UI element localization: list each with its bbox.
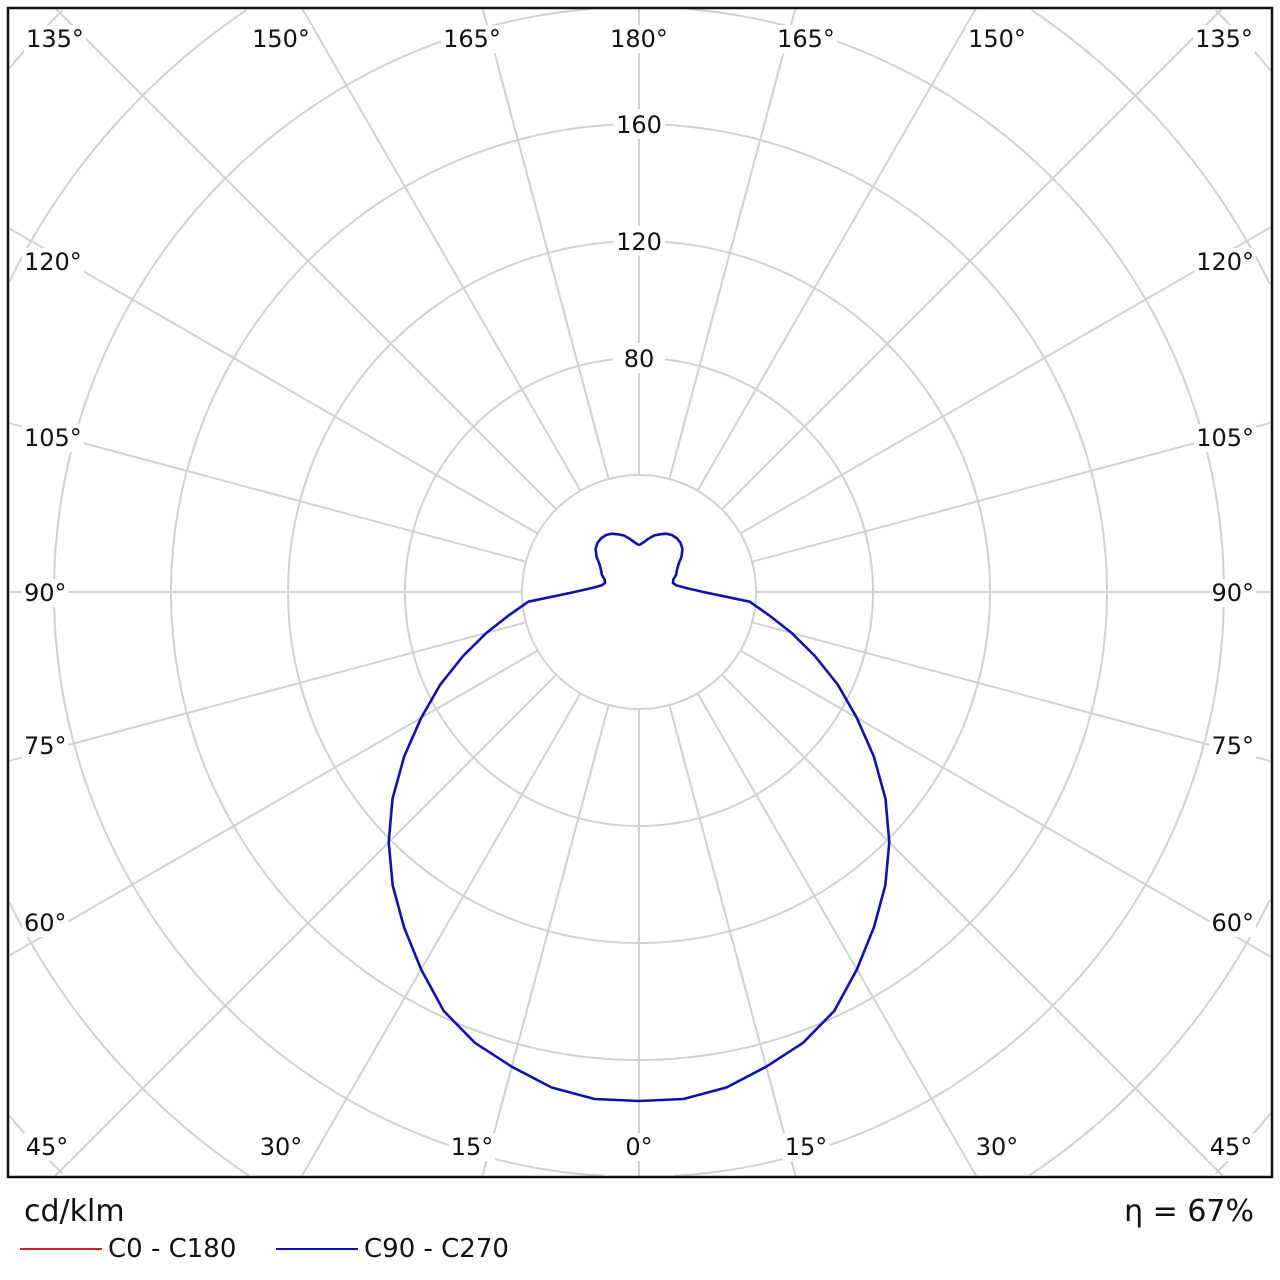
angle-label: 45° bbox=[26, 1133, 69, 1161]
legend-item-c0-c180: C0 - C180 bbox=[20, 1234, 236, 1264]
angle-label-bg bbox=[973, 1133, 1021, 1161]
angle-label: 90° bbox=[24, 579, 67, 607]
spoke bbox=[8, 422, 527, 563]
angle-label: 105° bbox=[24, 424, 82, 452]
angle-label: 135° bbox=[1195, 25, 1253, 53]
angle-label-bg bbox=[257, 1133, 305, 1161]
angle-label-bg bbox=[775, 25, 837, 53]
spoke bbox=[696, 692, 978, 1177]
plot-frame bbox=[6, 6, 1274, 1179]
ring-labels: 80 120 160 bbox=[613, 109, 665, 373]
angle-label: 30° bbox=[260, 1133, 303, 1161]
series-line-1 bbox=[387, 532, 891, 1103]
angle-label: 135° bbox=[26, 25, 84, 53]
spoke bbox=[481, 8, 610, 480]
angle-label: 180° bbox=[610, 25, 668, 53]
ring-label: 120 bbox=[616, 228, 662, 256]
ring-label-bg bbox=[613, 226, 665, 256]
spoke bbox=[481, 704, 610, 1177]
spoke bbox=[54, 673, 558, 1177]
angle-label-bg bbox=[24, 25, 86, 53]
angle-label-bg bbox=[441, 25, 503, 53]
legend-label: C0 - C180 bbox=[108, 1234, 237, 1264]
unit-label: cd/klm bbox=[24, 1194, 125, 1229]
angle-label-bg bbox=[23, 1133, 71, 1161]
spoke bbox=[668, 8, 797, 480]
spoke bbox=[739, 649, 1272, 958]
angle-label: 165° bbox=[443, 25, 501, 53]
angle-label: 120° bbox=[1196, 248, 1254, 276]
angle-label: 45° bbox=[1210, 1133, 1253, 1161]
angle-label-bg bbox=[250, 25, 312, 53]
spoke bbox=[301, 8, 582, 492]
angle-label-bg bbox=[1209, 732, 1256, 760]
angle-label-bg bbox=[22, 248, 84, 276]
angle-label: 90° bbox=[1211, 579, 1254, 607]
angle-label-bg bbox=[1207, 1133, 1255, 1161]
spoke bbox=[8, 227, 539, 535]
spoke bbox=[739, 226, 1272, 535]
curves bbox=[387, 532, 891, 1103]
ring-label-bg bbox=[613, 343, 665, 373]
angle-label: 150° bbox=[252, 25, 310, 53]
ring-label: 160 bbox=[616, 111, 662, 139]
ring-240 bbox=[8, 9, 1271, 1177]
spoke bbox=[8, 621, 527, 762]
spoke bbox=[55, 8, 558, 511]
angle-label: 120° bbox=[24, 248, 82, 276]
angle-label: 60° bbox=[1211, 909, 1254, 937]
angle-label-bg bbox=[966, 25, 1028, 53]
angle-label-bg bbox=[623, 1133, 655, 1161]
angle-label: 0° bbox=[625, 1133, 652, 1161]
angle-label-bg bbox=[1209, 579, 1256, 607]
legend-item-c90-c270: C90 - C270 bbox=[276, 1234, 509, 1264]
spoke bbox=[751, 621, 1272, 763]
angle-label: 15° bbox=[785, 1133, 828, 1161]
angle-label-bg bbox=[22, 579, 69, 607]
legend-label: C90 - C270 bbox=[364, 1234, 509, 1264]
angle-labels: 135° 150° 165° 180° 165° 150° 135° 45° 30° 15° 0° 1… bbox=[22, 25, 1256, 1161]
angle-label: 75° bbox=[1211, 732, 1254, 760]
legend-swatch-red bbox=[20, 1248, 102, 1250]
angle-label-bg bbox=[608, 25, 670, 53]
angle-label: 165° bbox=[777, 25, 835, 53]
ring-label: 80 bbox=[624, 345, 655, 373]
angle-label-bg bbox=[1194, 424, 1256, 452]
angle-label-bg bbox=[22, 909, 69, 937]
angle-label-bg bbox=[782, 1133, 830, 1161]
spoke bbox=[668, 704, 797, 1177]
angle-label: 15° bbox=[451, 1133, 494, 1161]
angle-label-bg bbox=[448, 1133, 496, 1161]
angle-label: 30° bbox=[976, 1133, 1019, 1161]
angle-label: 150° bbox=[968, 25, 1026, 53]
angle-label: 60° bbox=[24, 909, 67, 937]
angle-label-bg bbox=[22, 424, 84, 452]
angle-label-bg bbox=[1194, 248, 1256, 276]
spoke bbox=[720, 673, 1224, 1177]
grid bbox=[8, 8, 1272, 1177]
angle-label-bg bbox=[22, 732, 69, 760]
spoke bbox=[8, 649, 539, 957]
ring-40 bbox=[521, 474, 757, 710]
efficiency-label: η = 67% bbox=[1124, 1194, 1254, 1229]
angle-label: 105° bbox=[1196, 424, 1254, 452]
angle-label-bg bbox=[1209, 909, 1256, 937]
spoke bbox=[751, 421, 1272, 563]
spoke bbox=[300, 692, 582, 1177]
legend-swatch-blue bbox=[276, 1248, 358, 1250]
spoke bbox=[720, 8, 1223, 511]
angle-label: 75° bbox=[24, 732, 67, 760]
spoke bbox=[696, 8, 977, 492]
angle-label-bg bbox=[1193, 25, 1255, 53]
ring-label-bg bbox=[613, 109, 665, 139]
